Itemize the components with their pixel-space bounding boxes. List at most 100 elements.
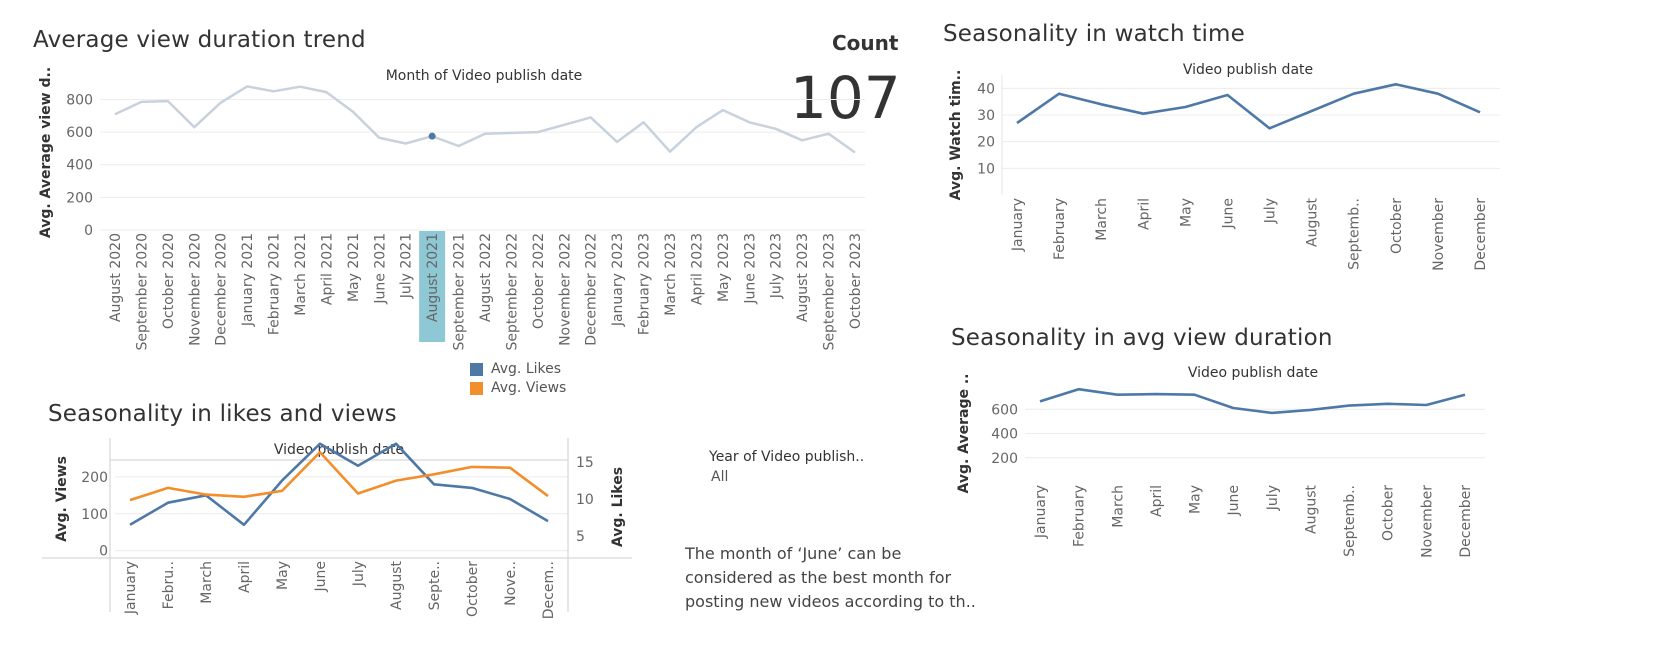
watch-chart-title: Seasonality in watch time xyxy=(943,21,1245,47)
trend-xtick-4: December 2020 xyxy=(214,233,230,346)
trend-axis-title: Month of Video publish date xyxy=(386,68,583,84)
trend-xtick-19: January 2023 xyxy=(610,233,626,327)
trend-xtick-26: August 2023 xyxy=(795,233,811,322)
trend-highlight-band xyxy=(419,231,446,342)
likes_views-xtick-8: Septe.. xyxy=(427,561,443,610)
avgdur-xtick-7: August xyxy=(1303,484,1319,534)
avgdur-xtick-4: May xyxy=(1188,485,1204,514)
trend-xtick-7: March 2021 xyxy=(293,233,309,316)
likes_views-series-line-0 xyxy=(129,442,549,527)
legend-label-views: Avg. Views xyxy=(491,380,567,396)
trend-xtick-1: September 2020 xyxy=(134,233,150,350)
trend-xtick-9: May 2021 xyxy=(346,233,362,302)
avgdur-ytick-1: 400 xyxy=(991,427,1018,443)
trend-xtick-0: August 2020 xyxy=(108,233,124,322)
trend-xtick-14: August 2022 xyxy=(478,233,494,322)
likes_views-ytick-right-0: 5 xyxy=(576,529,585,545)
trend-ytick-3: 600 xyxy=(66,125,93,141)
trend-ytick-2: 400 xyxy=(66,158,93,174)
likes_views-ytick-1: 100 xyxy=(81,507,108,523)
avgdur-chart-group: Video publish date 200 400 600 Avg. Average … xyxy=(956,365,1485,558)
watch-xtick-11: December xyxy=(1473,198,1489,271)
trend-xtick-10: June 2021 xyxy=(372,233,388,305)
watch-xtick-1: February xyxy=(1052,198,1068,260)
trend-xtick-16: October 2022 xyxy=(531,233,547,329)
likes_views-xtick-3: April xyxy=(237,561,253,593)
watch-ytick-3: 40 xyxy=(977,81,995,97)
avgdur-xtick-10: November xyxy=(1419,485,1435,558)
watch-chart-group: Video publish date 10 20 30 40 Avg. Watch tim… xyxy=(948,62,1500,271)
likes_views-ytick-0: 0 xyxy=(99,544,108,560)
watch-xtick-5: June xyxy=(1220,198,1236,230)
legend-item-likes[interactable]: Avg. Likes xyxy=(470,361,566,377)
avgdur-axis-title: Video publish date xyxy=(1188,365,1318,381)
trend-xtick-2: October 2020 xyxy=(161,233,177,329)
trend-xtick-11: July 2021 xyxy=(399,233,415,299)
likes_views-xtick-7: August xyxy=(389,560,405,610)
watch-xtick-3: April xyxy=(1136,198,1152,230)
year-filter-label: Year of Video publish.. xyxy=(709,449,865,465)
likes_views-xtick-9: October xyxy=(465,561,481,617)
avgdur-xtick-6: July xyxy=(1265,485,1281,511)
watch-ytick-0: 10 xyxy=(977,161,995,177)
avg-duration-chart-title: Seasonality in avg view duration xyxy=(951,325,1333,351)
trend-xtick-20: February 2023 xyxy=(637,233,653,335)
legend-item-views[interactable]: Avg. Views xyxy=(470,380,566,396)
likes_views-ylabel: Avg. Views xyxy=(54,456,70,542)
trend-xtick-24: June 2023 xyxy=(742,233,758,305)
trend-xtick-6: February 2021 xyxy=(267,233,283,335)
trend-xtick-13: September 2021 xyxy=(452,233,468,350)
watch-ytick-1: 20 xyxy=(977,135,995,151)
legend-label-likes: Avg. Likes xyxy=(491,361,562,377)
avgdur-xtick-0: January xyxy=(1033,485,1049,539)
avgdur-xtick-3: April xyxy=(1149,485,1165,517)
avgdur-ytick-2: 600 xyxy=(991,402,1018,418)
watch-xtick-7: August xyxy=(1305,197,1321,247)
watch-ylabel: Avg. Watch tim.. xyxy=(948,70,964,201)
likes_views-xtick-0: January xyxy=(123,561,139,615)
likes_views-chart-group: Video publish date 0 100 200 5 10 15 Avg. Views… xyxy=(42,438,632,619)
avgdur-xtick-1: February xyxy=(1072,485,1088,547)
watch-axis-title: Video publish date xyxy=(1183,62,1313,78)
trend-xtick-8: April 2021 xyxy=(319,233,335,305)
trend-chart-group: Month of Video publish date 0 200 400 600 800… xyxy=(38,67,865,350)
likes_views-xtick-2: March xyxy=(199,561,215,604)
likes_views-xtick-1: Febru.. xyxy=(161,561,177,609)
avgdur-ytick-0: 200 xyxy=(991,451,1018,467)
legend-swatch-views xyxy=(470,381,483,395)
trend-series-line-0 xyxy=(114,85,856,154)
avgdur-xtick-2: March xyxy=(1110,485,1126,528)
count-value: 107 xyxy=(790,64,901,132)
watch-series-line-0 xyxy=(1016,83,1481,130)
trend-xtick-25: July 2023 xyxy=(769,233,785,299)
avgdur-xtick-11: December xyxy=(1458,485,1474,558)
count-label: Count xyxy=(832,31,899,55)
trend-xtick-3: November 2020 xyxy=(187,233,203,346)
likes_views-series-line-1 xyxy=(129,450,549,502)
watch-xtick-10: November xyxy=(1431,198,1447,271)
year-filter-value[interactable]: All xyxy=(711,469,729,485)
trend-ytick-1: 200 xyxy=(66,190,93,206)
likes_views-xtick-4: May xyxy=(275,561,291,590)
trend-xtick-5: January 2021 xyxy=(240,233,256,327)
trend-chart-title: Average view duration trend xyxy=(33,27,366,53)
watch-xtick-9: October xyxy=(1389,198,1405,254)
trend-xtick-15: September 2022 xyxy=(504,233,520,350)
trend-xtick-18: December 2022 xyxy=(584,233,600,346)
watch-ytick-2: 30 xyxy=(977,108,995,124)
legend-swatch-likes xyxy=(470,362,483,376)
likes-views-chart-title: Seasonality in likes and views xyxy=(48,401,397,427)
trend-xtick-21: March 2023 xyxy=(663,233,679,316)
trend-ytick-0: 0 xyxy=(84,223,93,239)
watch-xtick-6: July xyxy=(1263,198,1279,224)
insight-note: The month of ‘June’ can be considered as… xyxy=(685,544,976,611)
avgdur-series-line-0 xyxy=(1039,387,1466,415)
avgdur-ylabel: Avg. Average .. xyxy=(956,373,972,493)
likes_views-ytick-2: 200 xyxy=(81,470,108,486)
trend-xtick-28: October 2023 xyxy=(848,233,864,329)
likes_views-xtick-6: July xyxy=(351,561,367,587)
trend-xtick-22: April 2023 xyxy=(689,233,705,305)
trend-ytick-4: 800 xyxy=(66,92,93,108)
avgdur-xtick-9: October xyxy=(1381,485,1397,541)
